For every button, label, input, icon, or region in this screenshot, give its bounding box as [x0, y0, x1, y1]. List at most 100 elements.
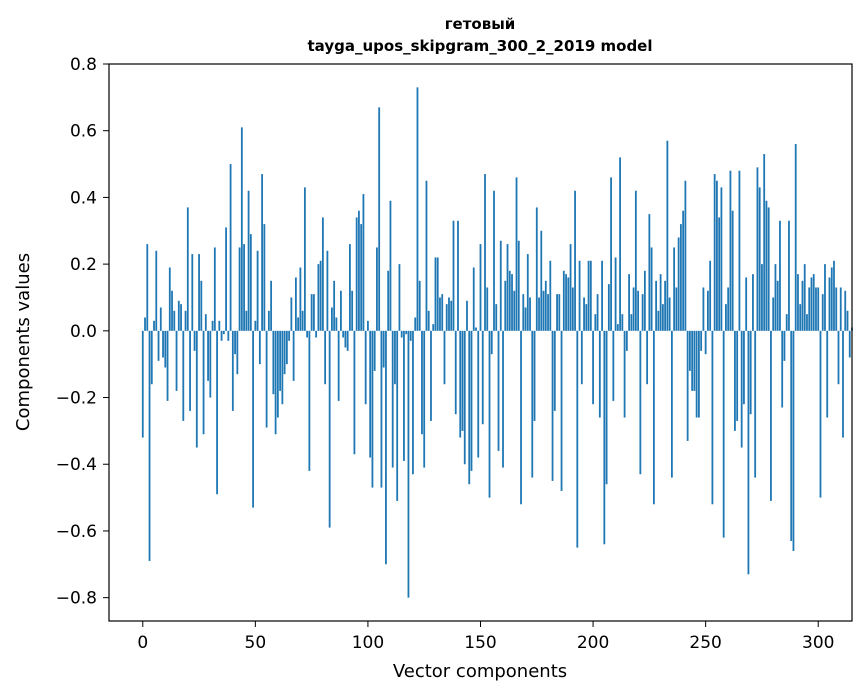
bar: [574, 190, 576, 331]
bar: [758, 187, 761, 331]
bar: [695, 330, 698, 418]
bar: [704, 330, 707, 355]
bar: [222, 330, 225, 335]
bar: [294, 277, 297, 331]
bar: [319, 260, 322, 331]
bar: [673, 247, 676, 331]
bar: [650, 247, 653, 331]
bar: [682, 210, 685, 331]
bar: [502, 330, 504, 468]
bar: [776, 280, 779, 331]
bar: [321, 217, 324, 331]
bar: [195, 330, 198, 448]
bar: [754, 330, 757, 478]
chart-subtitle: tayga_upos_skipgram_300_2_2019 model: [308, 37, 653, 55]
bar: [560, 330, 563, 491]
bar: [499, 240, 502, 331]
bar: [711, 330, 714, 505]
bar: [315, 330, 318, 338]
x-tick-label: 50: [245, 633, 267, 653]
bar: [171, 290, 173, 331]
bar: [535, 207, 538, 331]
bar: [803, 264, 806, 331]
bar: [306, 330, 309, 338]
bar: [425, 180, 428, 331]
bar: [301, 310, 304, 331]
bar: [815, 287, 817, 331]
bar: [511, 274, 513, 331]
bar: [238, 247, 241, 331]
bar: [439, 297, 441, 331]
bar: [443, 330, 446, 385]
bar: [351, 290, 354, 331]
bar: [538, 297, 540, 331]
bar: [164, 330, 167, 368]
bar: [844, 290, 847, 331]
bar: [281, 330, 284, 405]
bar: [292, 330, 295, 381]
bar: [616, 324, 619, 331]
bar: [641, 294, 644, 331]
bar: [756, 167, 759, 331]
chart-title: гетовый: [445, 15, 516, 33]
bar: [569, 244, 572, 331]
bar: [835, 287, 838, 331]
bar: [828, 277, 831, 331]
bar: [191, 254, 194, 331]
bar: [288, 330, 291, 341]
bar: [414, 317, 417, 331]
bar: [346, 330, 349, 351]
bar: [580, 330, 583, 385]
bar: [421, 330, 423, 435]
bars-group: [141, 87, 853, 598]
bar: [698, 330, 700, 418]
bar: [378, 107, 381, 331]
bar: [747, 330, 750, 575]
bar: [423, 330, 426, 468]
bar: [247, 190, 250, 331]
bar: [463, 330, 466, 465]
bar: [310, 294, 313, 331]
bar: [303, 187, 306, 331]
bar: [340, 290, 342, 331]
bar: [177, 300, 180, 331]
bar: [270, 280, 273, 331]
bar: [484, 174, 486, 331]
bar: [639, 330, 642, 475]
bar: [808, 287, 811, 331]
bar: [790, 330, 793, 541]
y-tick-label: −0.4: [56, 455, 97, 475]
bar: [515, 177, 518, 331]
bar: [605, 330, 608, 485]
bar: [477, 330, 480, 458]
bar: [567, 277, 570, 331]
bar: [245, 310, 248, 331]
bar: [729, 170, 732, 331]
bar: [830, 267, 833, 331]
bar: [589, 260, 592, 331]
bar: [630, 314, 633, 331]
bar: [249, 234, 252, 331]
y-tick-label: 0.0: [70, 322, 97, 342]
bar: [193, 330, 196, 351]
bar: [812, 274, 815, 331]
bar: [360, 224, 363, 331]
x-axis: 0 50 100 150 200 250 300: [137, 621, 834, 653]
bar: [162, 330, 164, 358]
bar: [571, 287, 574, 331]
bar: [691, 330, 694, 391]
bar: [265, 330, 268, 428]
bar: [398, 264, 401, 331]
bar: [594, 314, 597, 331]
bar: [148, 330, 151, 561]
bar: [225, 227, 227, 331]
plot-frame: [108, 63, 853, 622]
bar: [376, 247, 378, 331]
bar: [182, 330, 185, 421]
bar: [335, 317, 338, 331]
bar: [556, 294, 558, 331]
bar: [740, 330, 743, 448]
bar: [799, 304, 802, 331]
bar: [468, 330, 471, 485]
bar: [578, 260, 581, 331]
